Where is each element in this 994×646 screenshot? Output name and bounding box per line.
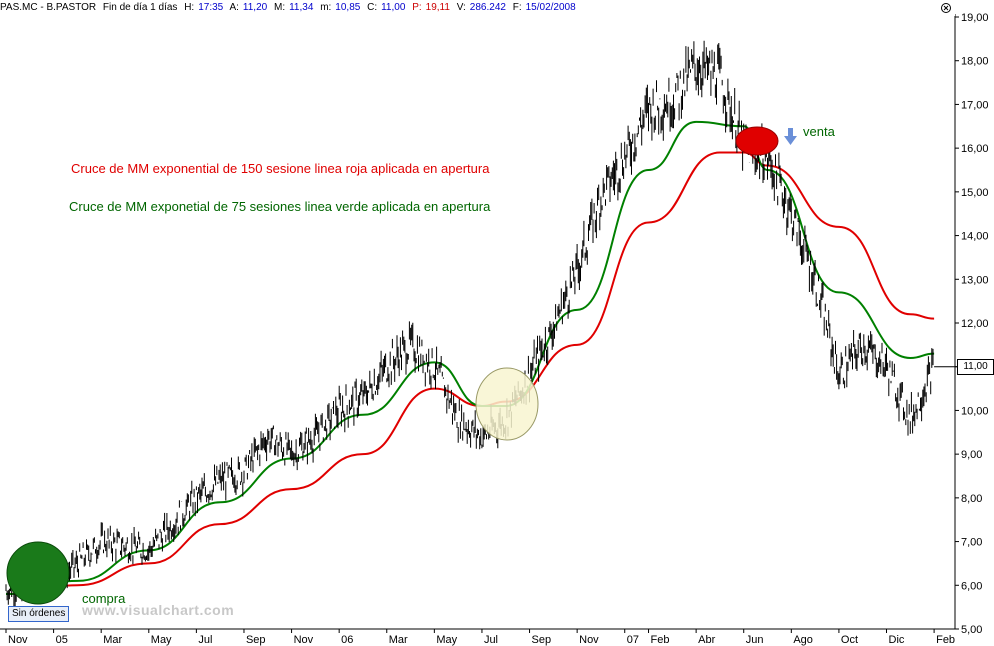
x-tick-label: Ago (793, 634, 813, 646)
close-label: C: (367, 2, 378, 13)
p-label: P: (412, 2, 422, 13)
y-tick-label: 14,00 (961, 231, 989, 243)
x-tick-label: Nov (8, 634, 28, 646)
x-tick-label: Sep (532, 634, 552, 646)
x-tick-label: 05 (56, 634, 68, 646)
y-tick-label: 18,00 (961, 56, 989, 68)
close-value: 11,00 (381, 2, 406, 13)
x-tick-label: Nov (294, 634, 314, 646)
quote-header: PAS.MC - B.PASTOR Fin de día 1 días H: 17… (0, 0, 955, 16)
y-tick-label: 15,00 (961, 187, 989, 199)
x-tick-label: May (151, 634, 172, 646)
y-tick-label: 6,00 (961, 580, 982, 592)
y-tick-label: 16,00 (961, 143, 989, 155)
high-label: M: (274, 2, 286, 13)
date-value: 15/02/2008 (525, 2, 576, 13)
ema150-annotation: Cruce de MM exponential de 150 sesione l… (71, 161, 490, 176)
buy-label: compra (82, 591, 126, 606)
y-tick-label: 12,00 (961, 318, 989, 330)
open-label: A: (229, 2, 239, 13)
x-tick-label: Oct (841, 634, 858, 646)
ema75-annotation: Cruce de MM exponetial de 75 sesiones li… (69, 199, 491, 214)
close-circle-icon[interactable] (941, 3, 951, 13)
low-value: 10,85 (335, 2, 361, 13)
symbol-label: PAS.MC - B.PASTOR (0, 2, 97, 13)
sell-label: venta (803, 124, 835, 139)
x-tick-label: Sep (246, 634, 266, 646)
buy-signal-marker (6, 541, 70, 605)
y-tick-label: 10,00 (961, 405, 989, 417)
x-tick-label: 07 (627, 634, 639, 646)
volume-value: 286.242 (469, 2, 506, 13)
low-label: m: (320, 2, 332, 13)
x-tick-label: Jul (484, 634, 498, 646)
last-price-tag: 11,00 (957, 359, 994, 375)
x-tick-label: 06 (341, 634, 353, 646)
open-value: 11,20 (242, 2, 268, 13)
y-tick-label: 13,00 (961, 274, 989, 286)
x-tick-label: Feb (936, 634, 955, 646)
x-tick-label: Jun (746, 634, 764, 646)
date-label: F: (512, 2, 522, 13)
x-tick-label: Mar (389, 634, 408, 646)
x-tick-label: Nov (579, 634, 599, 646)
y-tick-label: 8,00 (961, 493, 982, 505)
x-tick-label: Jul (198, 634, 212, 646)
x-tick-label: Abr (698, 634, 715, 646)
time-value: 17:35 (198, 2, 224, 13)
y-tick-label: 9,00 (961, 449, 982, 461)
x-tick-label: May (436, 634, 457, 646)
y-tick-label: 7,00 (961, 537, 982, 549)
watermark-text: www.visualchart.com (82, 602, 235, 618)
sell-arrow-icon (784, 128, 797, 145)
x-tick-label: Feb (651, 634, 670, 646)
sell-signal-marker (735, 126, 779, 156)
period-label: Fin de día 1 días (102, 2, 178, 13)
y-tick-label: 5,00 (961, 624, 982, 636)
orders-badge[interactable]: Sin órdenes (8, 606, 70, 622)
x-tick-label: Mar (103, 634, 122, 646)
high-value: 11,34 (289, 2, 314, 13)
volume-label: V: (456, 2, 466, 13)
p-value: 19,11 (425, 2, 450, 13)
time-label: H: (184, 2, 195, 13)
y-tick-label: 19,00 (961, 12, 989, 24)
crossover-marker (475, 367, 539, 441)
x-tick-label: Dic (889, 634, 905, 646)
y-tick-label: 17,00 (961, 99, 989, 111)
